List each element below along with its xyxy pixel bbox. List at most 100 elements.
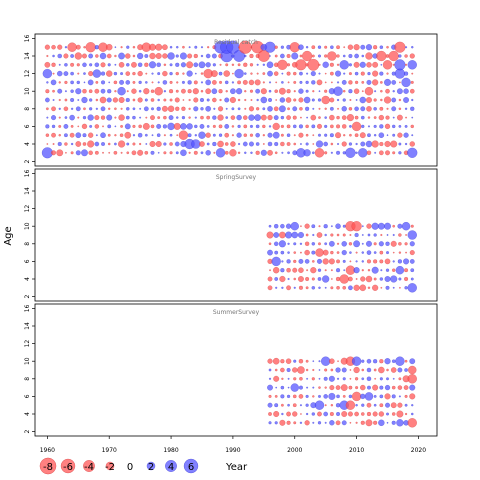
bubble-point — [310, 71, 316, 77]
bubble-point — [94, 62, 100, 68]
bubble-point — [373, 420, 378, 425]
bubble-point — [380, 89, 383, 93]
bubble-point — [94, 150, 99, 155]
bubble-point — [145, 116, 148, 119]
bubble-point — [267, 149, 273, 156]
bubble-point — [167, 105, 175, 113]
bubble-point — [373, 107, 377, 111]
bubble-point — [52, 98, 55, 101]
bubble-point — [278, 87, 286, 95]
bubble-point — [188, 151, 191, 154]
bubble-point — [404, 394, 408, 398]
bubble-point — [162, 124, 168, 129]
bubble-point — [299, 54, 303, 58]
bubble-point — [108, 151, 111, 154]
bubble-point — [410, 277, 414, 281]
bubble-point — [100, 80, 106, 85]
bubble-point — [298, 124, 304, 129]
bubble-point — [156, 106, 161, 111]
bubble-point — [70, 124, 74, 128]
bubble-point — [139, 116, 142, 119]
bubble-point — [373, 124, 377, 128]
bubble-point — [410, 412, 414, 416]
bubble-point — [351, 121, 362, 132]
bubble-point — [379, 377, 383, 381]
bubble-point — [293, 242, 297, 246]
bubble-point — [217, 106, 224, 112]
bubble-point — [273, 223, 279, 229]
bubble-point — [367, 233, 371, 237]
bubble-point — [287, 277, 290, 281]
bubble-point — [280, 141, 285, 147]
bubble-point — [329, 385, 335, 391]
bubble-point — [354, 106, 359, 112]
bubble-point — [57, 53, 62, 59]
bubble-point — [361, 359, 365, 363]
bubble-point — [384, 123, 391, 130]
bubble-point — [237, 107, 241, 111]
bubble-point — [107, 124, 112, 129]
bubble-point — [260, 88, 267, 95]
bubble-point — [329, 411, 334, 417]
bubble-point — [155, 43, 163, 51]
bubble-point — [244, 151, 247, 155]
bubble-point — [305, 359, 309, 363]
bubble-point — [119, 133, 124, 138]
bubble-point — [125, 71, 131, 76]
bubble-point — [107, 133, 111, 137]
bubble-point — [353, 267, 360, 274]
bubble-point — [301, 50, 313, 62]
bubble-point — [372, 70, 379, 77]
bubble-point — [281, 412, 284, 416]
bubble-point — [193, 106, 199, 112]
bubble-point — [401, 221, 411, 231]
bubble-point — [297, 366, 305, 374]
bubble-point — [260, 114, 267, 121]
bubble-point — [312, 368, 315, 372]
panel-title: SpringSurvey — [216, 174, 257, 181]
bubble-point — [312, 134, 315, 137]
bubble-point — [349, 251, 352, 254]
bubble-point — [324, 133, 328, 137]
bubble-point — [409, 358, 416, 365]
bubble-point — [379, 277, 384, 281]
bubble-point — [394, 41, 406, 53]
bubble-point — [262, 143, 265, 145]
bubble-point — [274, 421, 278, 425]
bubble-point — [64, 90, 67, 93]
bubble-point — [95, 134, 98, 137]
bubble-point — [360, 141, 366, 147]
bubble-point — [336, 394, 340, 399]
bubble-point — [336, 81, 340, 84]
bubble-point — [347, 411, 353, 417]
bubble-point — [330, 286, 334, 290]
bubble-point — [155, 140, 162, 148]
bubble-point — [317, 54, 322, 58]
bubble-point — [324, 286, 327, 289]
bubble-point — [312, 143, 315, 145]
bubble-point — [311, 412, 316, 416]
bubble-point — [249, 133, 254, 137]
bubble-point — [254, 79, 261, 86]
bubble-point — [348, 106, 353, 111]
bubble-point — [341, 79, 347, 85]
bubble-point — [298, 285, 304, 290]
bubble-point — [169, 98, 173, 102]
bubble-point — [144, 81, 148, 84]
bubble-point — [380, 63, 383, 66]
bubble-point — [236, 132, 242, 138]
bubble-point — [300, 116, 302, 119]
bubble-point — [237, 124, 241, 129]
bubble-point — [250, 151, 253, 155]
bubble-point — [324, 386, 327, 389]
bubble-point — [374, 377, 377, 380]
bubble-point — [217, 140, 224, 148]
bubble-point — [88, 107, 93, 111]
bubble-point — [342, 151, 346, 155]
bubble-point — [199, 97, 205, 103]
y-tick-label: 12 — [24, 70, 31, 78]
bubble-point — [94, 45, 100, 50]
bubble-point — [341, 411, 348, 417]
bubble-point — [380, 269, 383, 272]
bubble-point — [305, 133, 309, 137]
